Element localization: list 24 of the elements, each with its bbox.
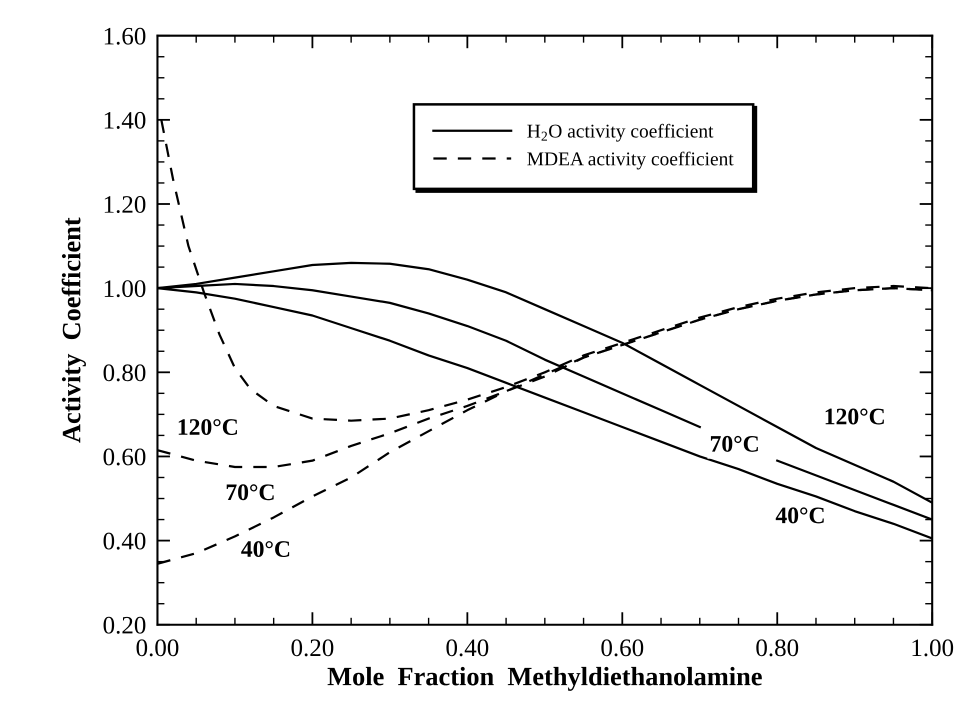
annotation: 70°C [226, 484, 274, 500]
y-tick-label: 1.00 [104, 280, 146, 298]
y-tick-label: 0.60 [104, 448, 146, 466]
y-tick-label: 1.20 [104, 196, 146, 214]
annotation: 40°C [776, 507, 824, 524]
y-tick-label: 0.20 [104, 616, 146, 634]
x-axis-title: Mole Fraction Methyldiethanolamine [328, 666, 762, 691]
y-tick-label: 1.60 [104, 28, 146, 45]
y-tick-label: 1.40 [104, 112, 146, 129]
annotation: 120°C [178, 419, 237, 436]
x-tick-label: 0.60 [601, 639, 644, 656]
y-axis-title: Activity Coefficient [62, 218, 86, 443]
y-tick-label: 0.40 [104, 532, 146, 550]
x-tick-label: 0.80 [756, 639, 798, 656]
x-tick-label: 0.40 [446, 639, 488, 656]
annotation: 120°C [826, 408, 884, 424]
x-tick-label: 0.20 [291, 639, 334, 656]
annotation: 70°C [710, 436, 758, 452]
x-tick-label: 0.00 [136, 639, 178, 656]
legend-label: H$_{2}$O activity coefficient [527, 124, 714, 142]
y-tick-label: 0.80 [104, 364, 146, 382]
annotation: 40°C [241, 541, 290, 558]
legend-label: MDEA activity coefficient [527, 152, 734, 170]
x-tick-label: 1.00 [912, 639, 954, 656]
